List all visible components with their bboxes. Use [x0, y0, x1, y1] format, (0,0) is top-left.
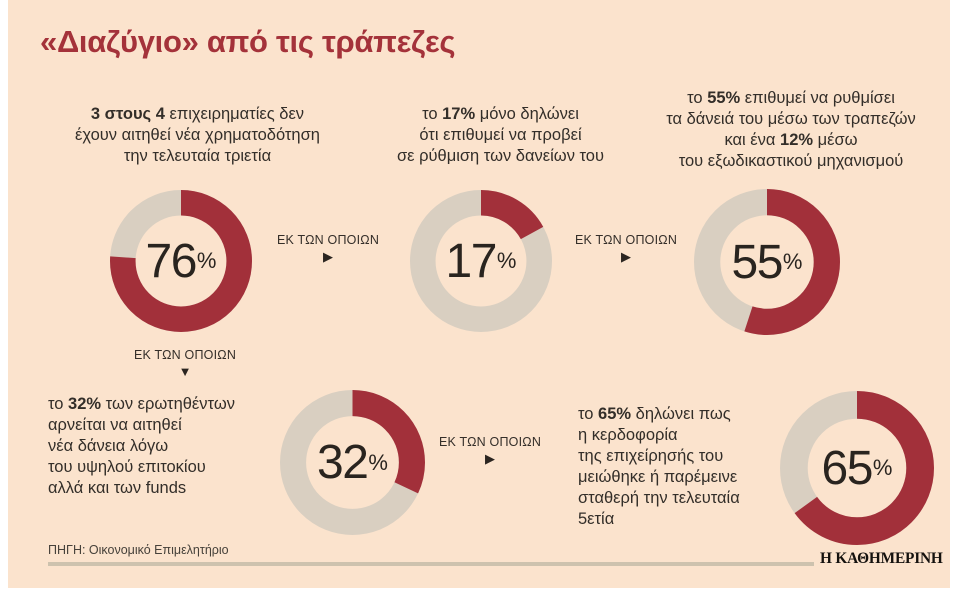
annotation-block-65: το 65% δηλώνει πως η κερδοφορία της επιχεί…	[578, 404, 793, 530]
annotation-line: τα δάνειά του μέσω των τραπεζών	[666, 110, 916, 128]
connector-label: ΕΚ ΤΩΝ ΟΠΟΙΩΝ	[133, 348, 237, 362]
donut-ring-value	[410, 190, 552, 332]
annotation-line: του υψηλού επιτοκίου	[48, 458, 206, 476]
annotation-block-17: το 17% μόνο δηλώνει ότι επιθυμεί να προβε…	[373, 104, 628, 167]
donut-ring-65	[780, 391, 934, 545]
annotation-line: το 65% δηλώνει πως	[578, 405, 731, 423]
arrow-right-icon: ▶	[323, 249, 333, 264]
publisher-logo: Η ΚΑΘΗΜΕΡΙΝΗ	[820, 550, 943, 567]
donut-chart-55: 55%	[694, 189, 840, 335]
donut-ring-76	[110, 190, 252, 332]
annotation-block-32: το 32% των ερωτηθέντων αρνείται να αιτηθε…	[48, 394, 293, 499]
connector-17-to-55: ΕΚ ΤΩΝ ΟΠΟΙΩΝ ▶	[566, 233, 686, 263]
annotation-line: του εξωδικαστικού μηχανισμού	[678, 152, 904, 170]
connector-76-to-32: ΕΚ ΤΩΝ ΟΠΟΙΩΝ ▼	[125, 348, 245, 378]
annotation-line: και ένα 12% μέσω	[724, 131, 858, 149]
annotation-block-76: 3 στους 4 επιχειρηματίες δεν έχουν αιτηθε…	[55, 104, 340, 167]
connector-label: ΕΚ ΤΩΝ ΟΠΟΙΩΝ	[438, 435, 542, 449]
annotation-block-55: το 55% επιθυμεί να ρυθμίσει τα δάνειά του…	[635, 88, 947, 172]
source-note: ΠΗΓΗ: Οικονομικό Επιμελητήριο	[48, 543, 229, 557]
page-title: «Διαζύγιο» από τις τράπεζες	[40, 24, 456, 59]
donut-ring-value	[280, 390, 425, 535]
annotation-line: η κερδοφορία	[578, 426, 678, 444]
annotation-line: αλλά και των funds	[48, 479, 187, 497]
annotation-line: μειώθηκε ή παρέμεινε	[578, 468, 738, 486]
annotation-line: ότι επιθυμεί να προβεί	[419, 126, 582, 144]
annotation-line: σε ρύθμιση των δανείων του	[396, 147, 605, 165]
donut-ring-value	[110, 190, 252, 332]
donut-chart-17: 17%	[410, 190, 552, 332]
connector-label: ΕΚ ΤΩΝ ΟΠΟΙΩΝ	[276, 233, 380, 247]
donut-ring-value	[694, 189, 840, 335]
donut-chart-32: 32%	[280, 390, 425, 535]
arrow-right-icon: ▶	[485, 451, 495, 466]
donut-chart-65: 65%	[780, 391, 934, 545]
annotation-line: 5ετία	[578, 510, 615, 528]
annotation-line: το 32% των ερωτηθέντων	[48, 395, 235, 413]
annotation-line: αρνείται να αιτηθεί	[48, 416, 182, 434]
annotation-line: την τελευταία τριετία	[123, 147, 272, 165]
donut-ring-55	[694, 189, 840, 335]
annotation-line: της επιχείρησής του	[578, 447, 724, 465]
connector-76-to-17: ΕΚ ΤΩΝ ΟΠΟΙΩΝ ▶	[268, 233, 388, 263]
annotation-line: 3 στους 4 επιχειρηματίες δεν	[90, 105, 305, 123]
connector-label: ΕΚ ΤΩΝ ΟΠΟΙΩΝ	[574, 233, 678, 247]
connector-32-to-65: ΕΚ ΤΩΝ ΟΠΟΙΩΝ ▶	[430, 435, 550, 465]
annotation-line: το 17% μόνο δηλώνει	[422, 105, 579, 123]
footer-divider	[48, 562, 814, 566]
donut-chart-76: 76%	[110, 190, 252, 332]
annotation-line: σταθερή την τελευταία	[578, 489, 740, 507]
donut-ring-32	[280, 390, 425, 535]
annotation-line: το 55% επιθυμεί να ρυθμίσει	[687, 89, 895, 107]
arrow-right-icon: ▶	[621, 249, 631, 264]
annotation-line: νέα δάνεια λόγω	[48, 437, 169, 455]
donut-ring-17	[410, 190, 552, 332]
arrow-down-icon: ▼	[178, 364, 192, 379]
annotation-line: έχουν αιτηθεί νέα χρηματοδότηση	[75, 126, 320, 144]
donut-ring-value	[780, 391, 934, 545]
